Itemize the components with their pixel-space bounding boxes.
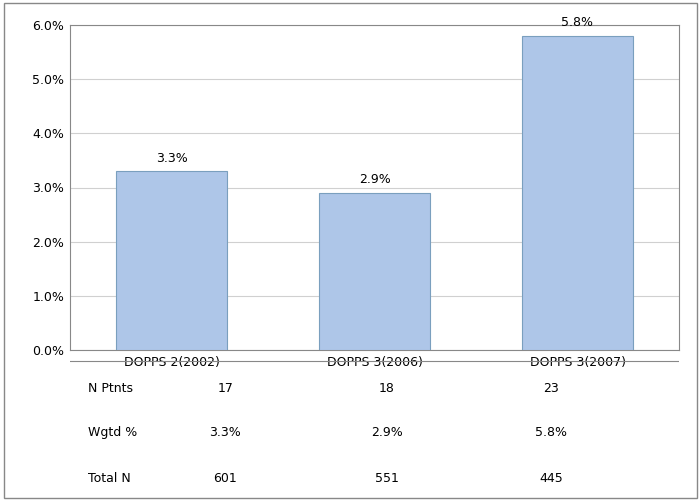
Bar — [116, 171, 228, 350]
Text: 551: 551 — [374, 472, 398, 486]
Text: 5.8%: 5.8% — [535, 426, 567, 440]
Text: 17: 17 — [218, 382, 233, 394]
Text: 5.8%: 5.8% — [561, 16, 594, 30]
Text: 3.3%: 3.3% — [155, 152, 188, 165]
Text: N Ptnts: N Ptnts — [88, 382, 133, 394]
Text: 3.3%: 3.3% — [209, 426, 241, 440]
Text: 2.9%: 2.9% — [358, 174, 391, 186]
Text: 601: 601 — [214, 472, 237, 486]
Bar — [522, 36, 634, 350]
Text: Wgtd %: Wgtd % — [88, 426, 137, 440]
Bar — [318, 193, 430, 350]
Text: 2.9%: 2.9% — [371, 426, 402, 440]
Text: Total N: Total N — [88, 472, 131, 486]
Text: 23: 23 — [543, 382, 559, 394]
Text: 445: 445 — [539, 472, 563, 486]
Text: 18: 18 — [379, 382, 395, 394]
